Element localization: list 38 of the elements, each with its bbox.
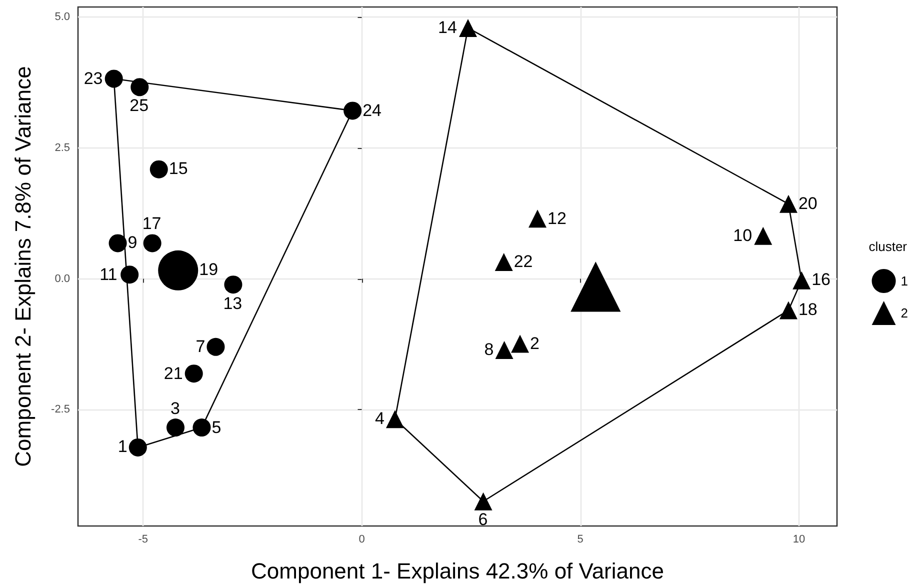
- annotation: 10: [733, 226, 752, 245]
- annotation: 23: [84, 68, 103, 88]
- y-axis-title: Component 2- Explains 7.8% of Variance: [10, 66, 36, 467]
- x-tick-label: 5: [577, 534, 584, 546]
- annotation: 25: [130, 96, 149, 116]
- annotation: 18: [798, 300, 818, 320]
- annotation: 20: [798, 194, 818, 213]
- annotation: 6: [478, 510, 488, 530]
- y-tick-label: 2.5: [54, 142, 70, 154]
- annotation: 7: [196, 336, 206, 356]
- x-tick-label: 10: [792, 534, 806, 546]
- annotation: 16: [812, 270, 830, 290]
- annotation: 9: [128, 233, 138, 252]
- annotation: 12: [548, 208, 566, 228]
- y-tick-label: 5.0: [54, 10, 70, 23]
- annotation: 21: [164, 364, 183, 383]
- annotation: 11: [100, 264, 118, 284]
- annotation: 1: [118, 437, 128, 456]
- annotation: 15: [168, 159, 188, 178]
- annotation: 3: [170, 398, 180, 418]
- annotation: 13: [223, 294, 242, 313]
- annotation: 14: [438, 18, 457, 37]
- x-axis-title: Component 1- Explains 42.3% of Variance: [251, 558, 664, 584]
- legend-label: 2: [900, 306, 908, 320]
- annotation: 8: [484, 340, 494, 360]
- annotation: 17: [142, 214, 162, 234]
- annotation: 19: [199, 260, 218, 280]
- y-tick-label: 0.0: [54, 272, 70, 285]
- legend-label: 1: [900, 274, 908, 288]
- annotation: 24: [362, 100, 382, 120]
- legend-title: cluster: [868, 239, 908, 254]
- annotation: 5: [212, 418, 222, 437]
- annotation: 22: [514, 252, 533, 272]
- x-tick-label: -5: [138, 534, 148, 546]
- x-tick-label: 0: [358, 534, 365, 546]
- y-tick-label: -2.5: [51, 404, 70, 416]
- annotation: 2: [530, 334, 540, 353]
- annotation: 4: [374, 409, 384, 428]
